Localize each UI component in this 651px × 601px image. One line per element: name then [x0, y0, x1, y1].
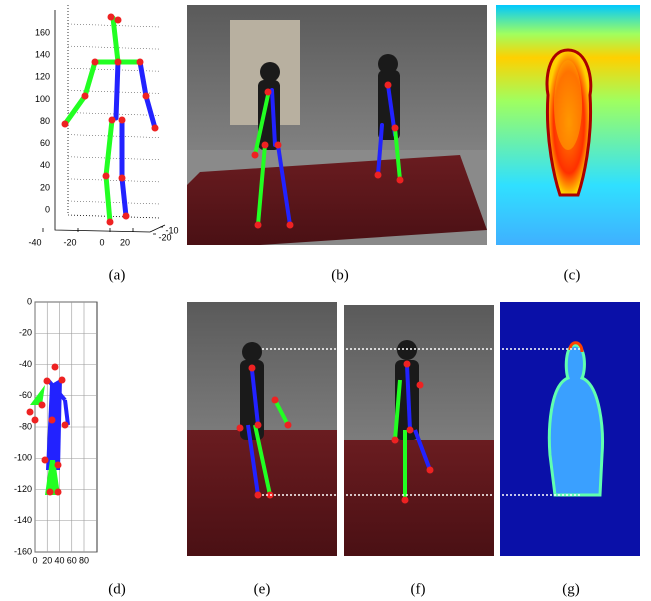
- y-tick-label: -160: [14, 546, 32, 556]
- grid-line: [67, 156, 161, 161]
- y-tick-label: -40: [19, 359, 32, 369]
- caption: (e): [254, 581, 271, 597]
- y-tick-label: 140: [35, 50, 50, 60]
- caption: (c): [564, 267, 581, 283]
- grid-line: [67, 45, 161, 50]
- grid-line: [67, 67, 161, 72]
- x-tick-label: 20: [42, 555, 52, 565]
- y-tick-label: -20: [19, 328, 32, 338]
- y-tick-label: 0: [45, 204, 50, 214]
- skeleton-2d: [26, 363, 70, 496]
- y-tick-label: 80: [40, 116, 50, 126]
- caption: (f): [411, 581, 426, 597]
- grid-line: [67, 23, 161, 28]
- y-tick-label: -140: [14, 515, 32, 525]
- axis-frame: [54, 10, 166, 233]
- y-tick-label: 0: [27, 296, 32, 306]
- x-tick-label: 0: [32, 555, 37, 565]
- grid-line: [67, 134, 161, 138]
- alignment-lines: [262, 348, 582, 496]
- caption: (d): [108, 581, 126, 597]
- photo-b: [187, 5, 487, 245]
- z-tick-label: -10: [165, 225, 178, 235]
- heatmap-g: [500, 302, 640, 556]
- grid-line: [67, 90, 161, 94]
- z-tick-label: -20: [158, 232, 171, 242]
- y-tick-label: -80: [19, 421, 32, 431]
- grid-line: [67, 200, 161, 205]
- y-tick-label: 160: [35, 27, 50, 37]
- x-tick-label: 40: [54, 555, 64, 565]
- y-tick-label: -60: [19, 390, 32, 400]
- y-tick-label: -120: [14, 484, 32, 494]
- caption: (b): [331, 267, 349, 283]
- y-tick-label: 60: [40, 138, 50, 148]
- grid-line: [67, 112, 161, 116]
- plot-a: [54, 5, 166, 233]
- x-tick-label: 20: [120, 237, 130, 247]
- photo-e: [187, 302, 337, 556]
- x-tick-label: -20: [63, 237, 76, 247]
- caption: (g): [562, 581, 580, 597]
- back-frame: [67, 5, 161, 219]
- y-tick-label: -100: [14, 453, 32, 463]
- y-tick-label: 100: [35, 94, 50, 104]
- x-tick-label: -40: [28, 237, 41, 247]
- heatmap-c: [496, 5, 640, 245]
- caption: (a): [109, 267, 126, 283]
- y-tick-label: 120: [35, 72, 50, 82]
- captions: (a) (b) (c) (d) (e) (f) (g): [108, 267, 580, 597]
- x-tick-label: 0: [99, 237, 104, 247]
- x-tick-label: 80: [79, 555, 89, 565]
- skeleton-3d: [61, 13, 159, 226]
- grid-line: [67, 178, 161, 183]
- x-tick-label: 60: [67, 555, 77, 565]
- y-tick-label: 40: [40, 160, 50, 170]
- photo-f: [344, 305, 494, 556]
- y-tick-label: 20: [40, 182, 50, 192]
